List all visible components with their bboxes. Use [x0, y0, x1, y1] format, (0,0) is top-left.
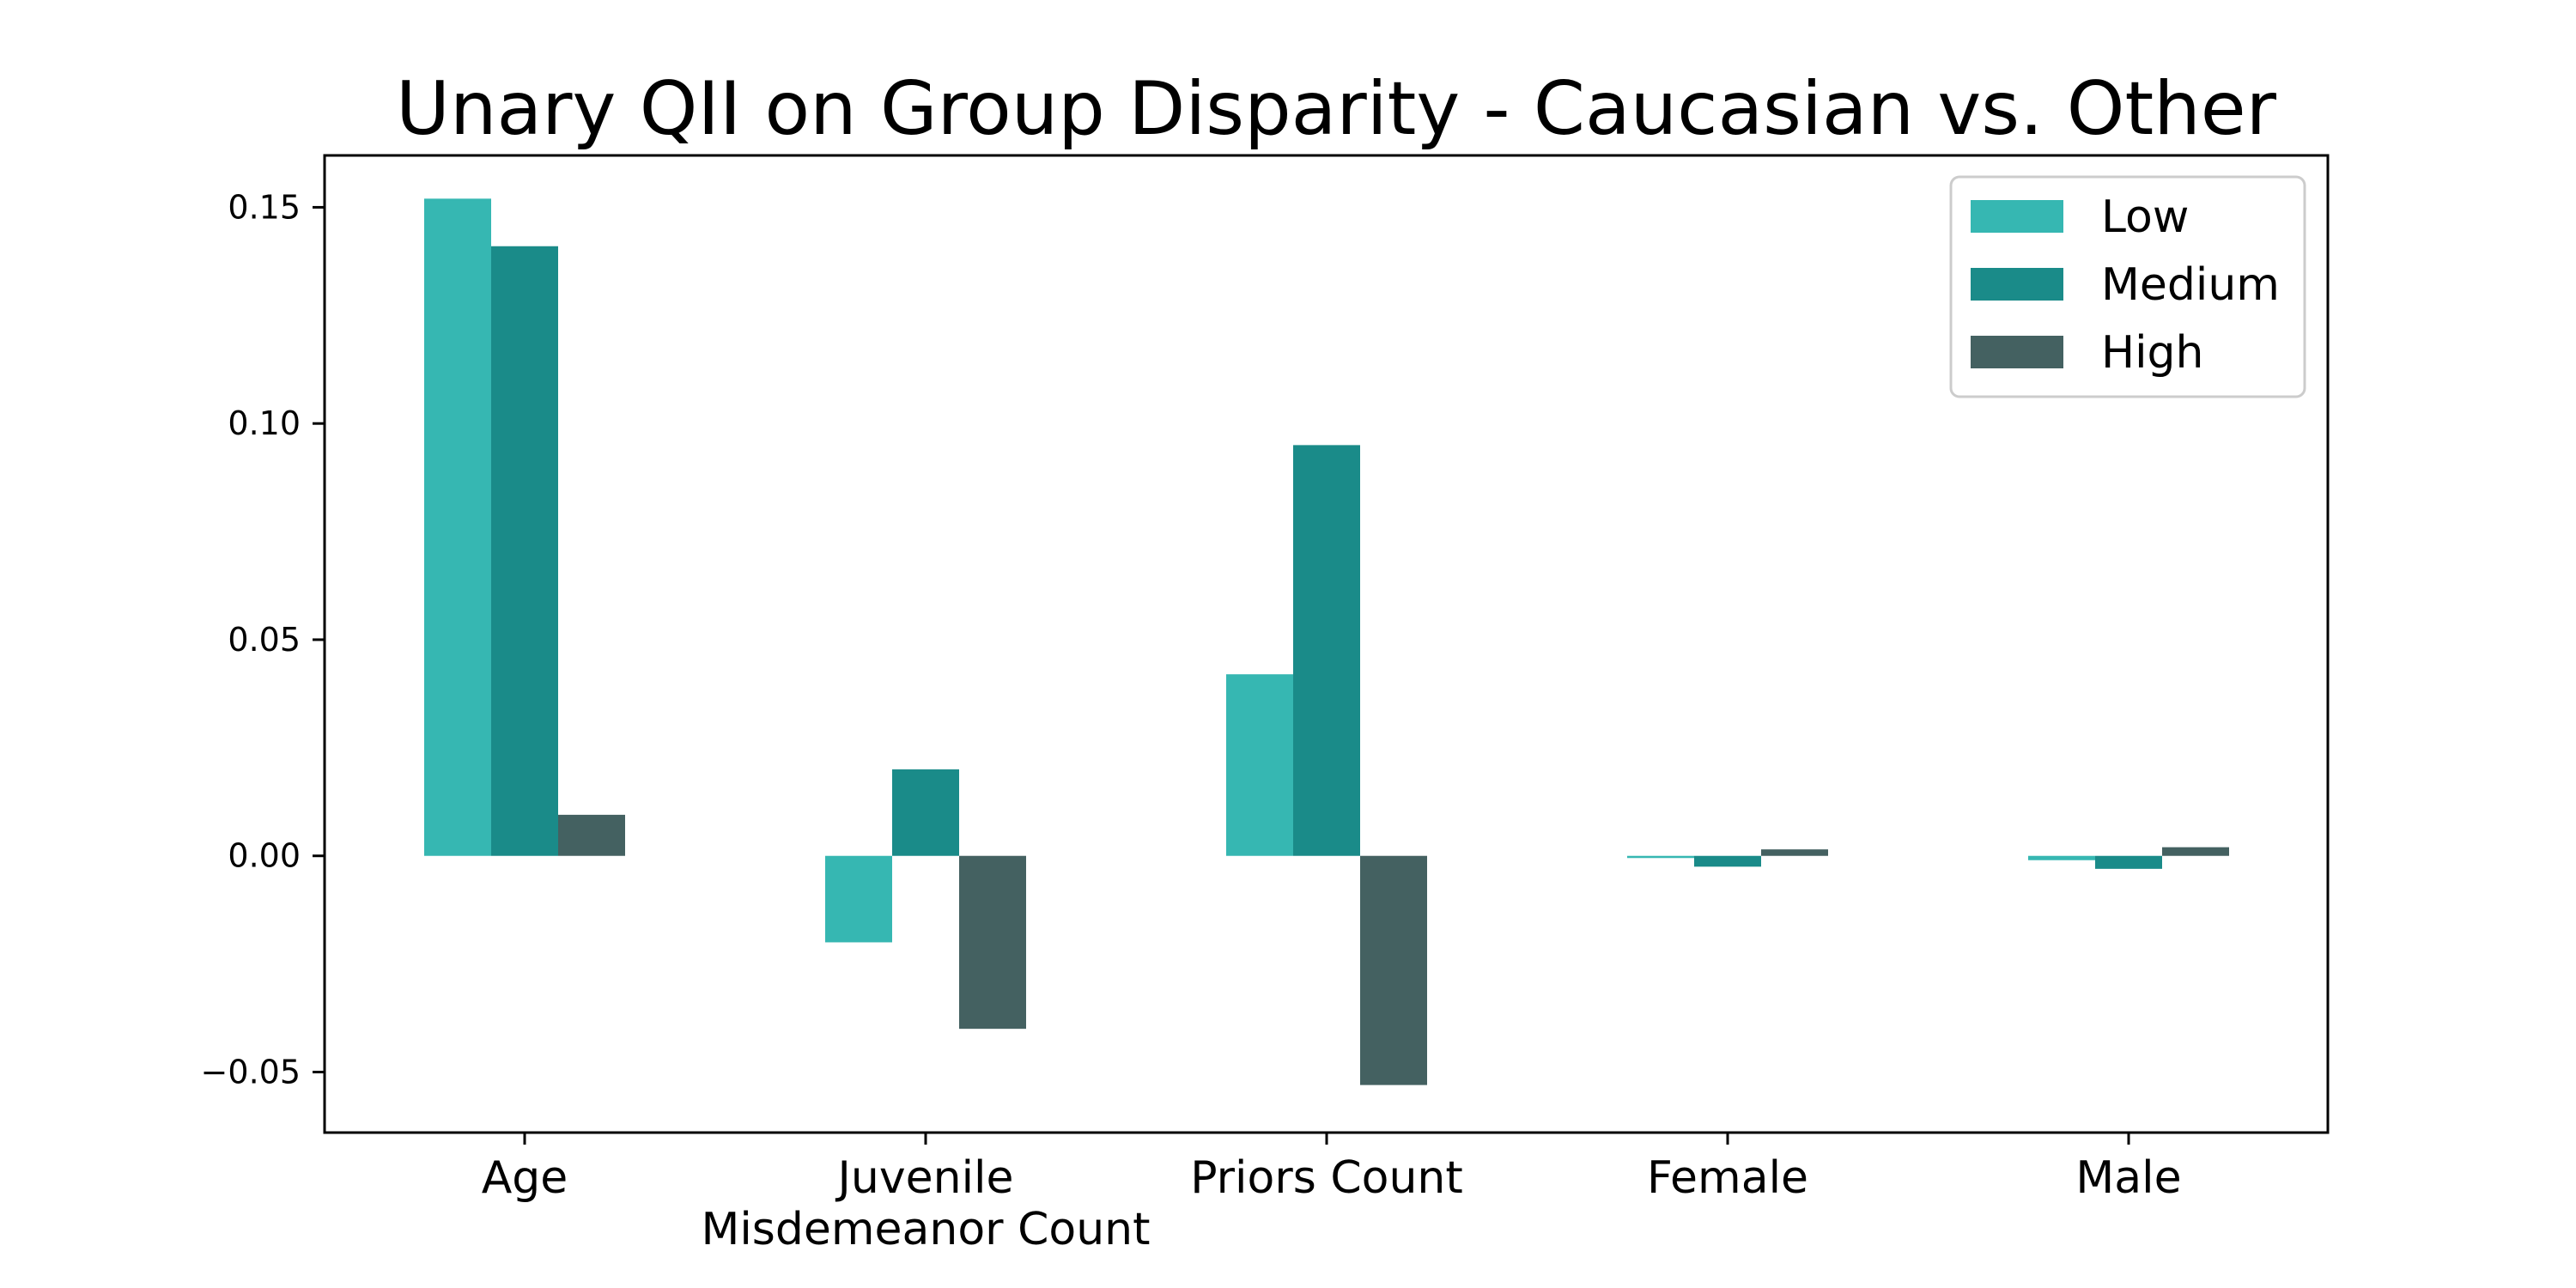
bar-low-juvenile-misdemeanor-count [825, 855, 892, 943]
y-tick-label: 0.05 [228, 621, 301, 659]
bar-high-female [1761, 849, 1828, 856]
bar-high-priors-count [1360, 855, 1427, 1085]
y-axis: 0.15 0.10 0.05 0.00 −0.05 [201, 188, 325, 1091]
bar-low-age [424, 198, 491, 856]
legend-swatch-high [1971, 336, 2063, 368]
bar-high-male [2162, 847, 2229, 856]
x-tick-label: Age [482, 1152, 568, 1204]
bar-high-juvenile-misdemeanor-count [959, 855, 1026, 1030]
legend-label-low: Low [2101, 191, 2189, 243]
bar-low-female [1627, 855, 1694, 859]
bar-high-age [558, 814, 625, 856]
bar-medium-male [2095, 855, 2162, 869]
legend-label-high: High [2101, 327, 2204, 379]
bar-medium-juvenile-misdemeanor-count [892, 769, 959, 856]
bar-medium-priors-count [1293, 445, 1360, 856]
legend: Low Medium High [1949, 175, 2306, 398]
y-tick-label: 0.15 [228, 188, 301, 226]
x-tick-label: Priors Count [1190, 1152, 1463, 1204]
legend-label-medium: Medium [2101, 259, 2280, 311]
bar-low-male [2028, 855, 2095, 860]
y-tick-label: 0.10 [228, 404, 301, 442]
bar-low-priors-count [1226, 674, 1293, 856]
bars-layer [424, 198, 2229, 1085]
x-tick-label: Female [1647, 1152, 1808, 1204]
bar-medium-female [1694, 855, 1761, 867]
x-tick-label: Juvenile Misdemeanor Count [701, 1152, 1150, 1255]
chart-title: Unary QII on Group Disparity - Caucasian… [396, 66, 2277, 152]
legend-swatch-low [1971, 200, 2063, 233]
y-tick-label: 0.00 [228, 837, 301, 875]
x-tick-label: Male [2075, 1152, 2181, 1204]
x-axis: Age Juvenile Misdemeanor Count Priors Count… [482, 1133, 2182, 1255]
legend-swatch-medium [1971, 268, 2063, 301]
y-tick-label: −0.05 [201, 1054, 301, 1091]
bar-medium-age [491, 246, 558, 856]
